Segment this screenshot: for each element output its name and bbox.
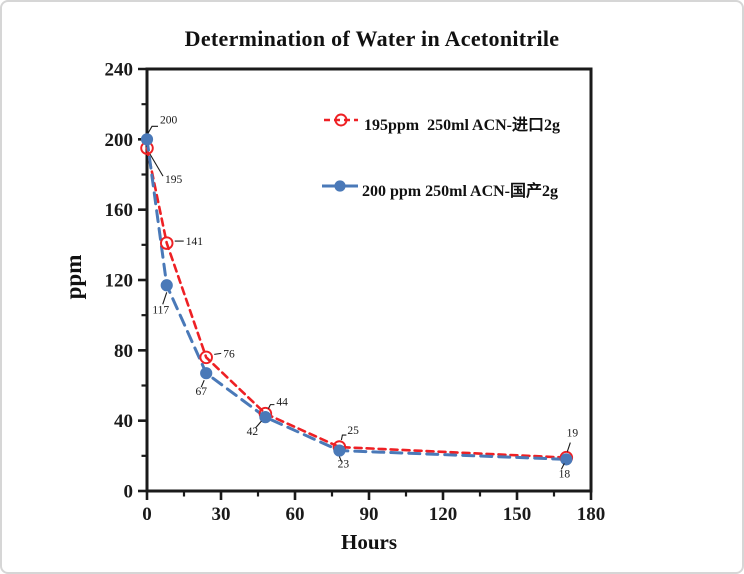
legend-label-imported: 195ppm 250ml ACN-进口2g xyxy=(364,117,561,134)
y-tick-label: 40 xyxy=(114,411,133,432)
data-point-imported xyxy=(159,236,174,250)
point-value-label: 42 xyxy=(247,426,259,438)
point-value-label: 67 xyxy=(195,386,207,398)
data-point-domestic xyxy=(200,367,213,380)
y-tick-label: 200 xyxy=(105,130,134,151)
x-tick-label: 120 xyxy=(429,504,458,525)
point-value-label: 141 xyxy=(186,236,204,248)
point-value-label: 195 xyxy=(165,174,183,186)
leader-line xyxy=(214,352,222,355)
x-tick-label: 30 xyxy=(212,504,231,525)
leader-line xyxy=(147,125,158,134)
data-point-domestic xyxy=(259,411,272,424)
x-tick-label: 0 xyxy=(142,504,152,525)
point-value-label: 25 xyxy=(347,425,359,437)
legend-marker-domestic-circle xyxy=(334,180,346,192)
point-value-label: 19 xyxy=(567,428,579,440)
leader-line xyxy=(560,463,565,470)
data-point-domestic xyxy=(560,453,573,466)
legend-marker-imported-circle xyxy=(334,113,348,127)
point-value-label: 18 xyxy=(559,468,571,480)
leader-line xyxy=(200,379,205,388)
leader-line xyxy=(338,456,342,462)
series-line-imported xyxy=(145,146,568,459)
legend-label-domestic: 200 ppm 250ml ACN-国产2g xyxy=(362,183,559,200)
point-value-label: 200 xyxy=(160,114,178,126)
leader-line xyxy=(340,434,347,441)
data-point-domestic xyxy=(333,444,346,457)
x-tick-label: 90 xyxy=(360,504,379,525)
x-tick-label: 180 xyxy=(577,504,606,525)
x-tick-label: 150 xyxy=(503,504,532,525)
chart-title: Determination of Water in Acetonitrile xyxy=(184,26,560,51)
leader-line xyxy=(149,153,164,177)
leader-line xyxy=(267,404,275,409)
leader-line xyxy=(162,292,168,305)
y-axis-label: ppm xyxy=(61,254,86,300)
data-point-domestic xyxy=(160,279,173,292)
y-tick-label: 80 xyxy=(114,341,133,362)
series-line-domestic xyxy=(145,137,568,461)
data-point-imported xyxy=(199,350,213,365)
x-axis-label: Hours xyxy=(340,530,397,554)
y-tick-label: 240 xyxy=(105,60,134,81)
y-tick-label: 120 xyxy=(105,271,134,292)
leader-line xyxy=(254,420,262,429)
point-value-label: 44 xyxy=(276,397,288,409)
point-value-label: 23 xyxy=(338,459,350,471)
leader-line xyxy=(566,442,571,452)
data-point-domestic xyxy=(140,133,154,146)
point-value-label: 76 xyxy=(223,348,235,360)
x-tick-label: 60 xyxy=(286,504,305,525)
point-value-label: 117 xyxy=(152,304,169,316)
y-tick-label: 0 xyxy=(124,482,134,503)
y-tick-label: 160 xyxy=(105,200,134,221)
